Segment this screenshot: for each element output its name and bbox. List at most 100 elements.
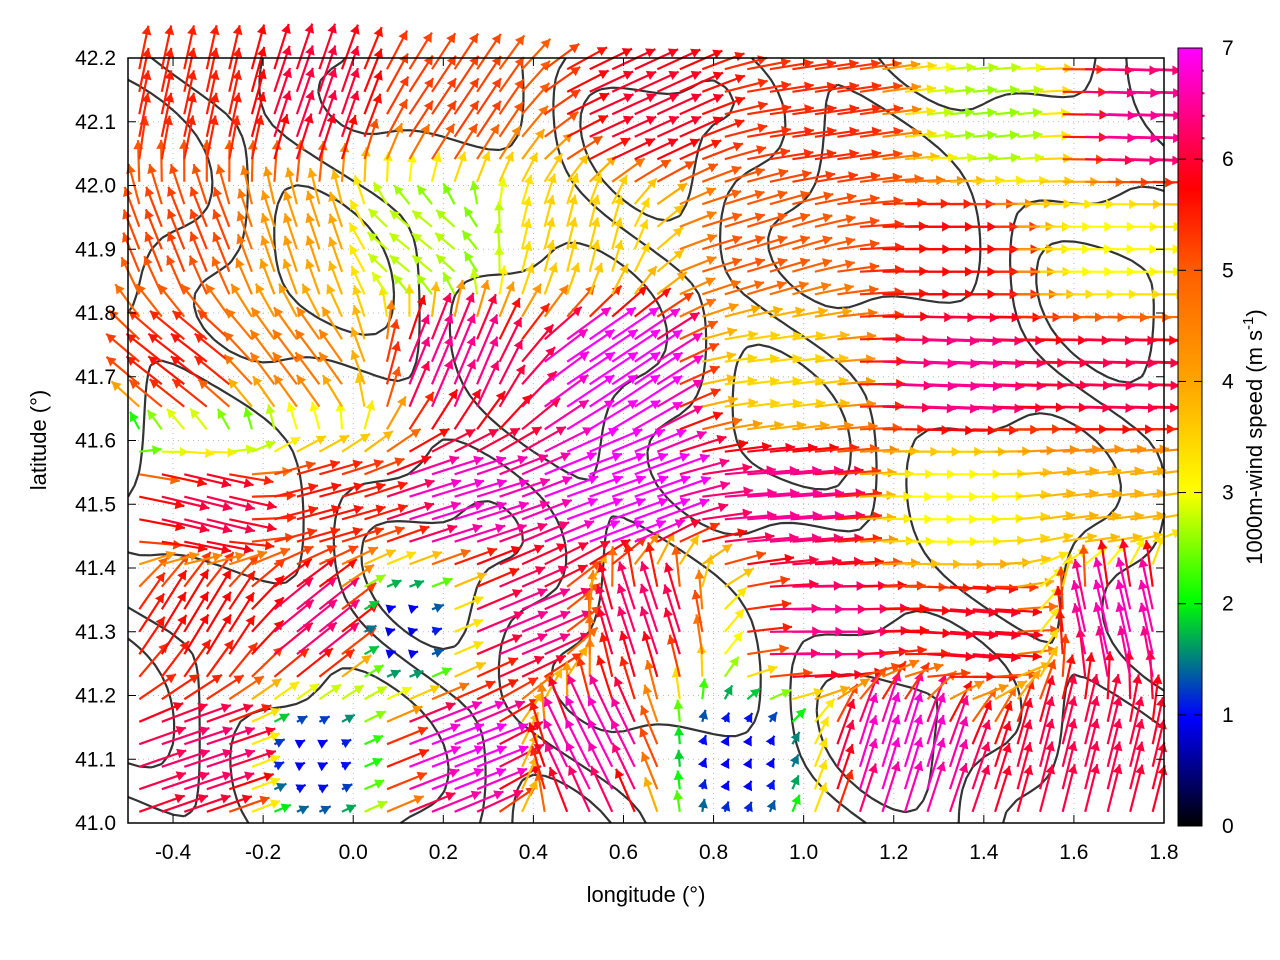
wind-vector: [521, 498, 573, 521]
wind-vector: [498, 393, 533, 431]
wind-vector: [341, 783, 353, 793]
wind-vector: [1151, 674, 1163, 722]
wind-vector: [296, 435, 327, 453]
wind-vector: [656, 291, 694, 318]
wind-vector: [702, 327, 738, 341]
wind-vector: [409, 745, 461, 768]
wind-vector: [566, 262, 581, 295]
wind-vector: [296, 459, 341, 476]
wind-vector: [521, 174, 534, 205]
wind-vector: [679, 434, 727, 453]
wind-vector: [386, 705, 423, 723]
wind-vector: [250, 115, 265, 160]
wind-vector: [408, 314, 430, 363]
wind-vector: [146, 409, 163, 430]
wind-vector: [431, 722, 485, 746]
wind-vector: [926, 761, 946, 813]
wind-vector: [363, 118, 379, 160]
wind-vector: [836, 743, 855, 790]
wind-vector: [499, 610, 549, 633]
wind-vector: [251, 619, 285, 655]
wind-vector: [521, 543, 567, 566]
wind-vector: [431, 548, 471, 566]
wind-vector: [1095, 625, 1109, 677]
wind-vector: [476, 745, 529, 768]
wind-vector: [949, 583, 996, 594]
wind-vector: [184, 552, 223, 566]
wind-vector: [215, 164, 231, 205]
wind-vector: [544, 374, 589, 408]
wind-vector: [497, 177, 508, 205]
wind-vector: [724, 101, 768, 116]
wind-vector: [589, 351, 639, 386]
wind-vector: [994, 152, 1021, 163]
wind-vector: [341, 526, 385, 543]
wind-vector: [138, 25, 152, 70]
wind-vector: [431, 700, 483, 723]
wind-vector: [138, 92, 152, 138]
wind-vector: [664, 562, 681, 610]
terrain-contours: [127, 57, 1166, 824]
wind-vector: [431, 523, 483, 543]
x-tick-label: 1.0: [789, 841, 818, 864]
wind-vector: [305, 235, 321, 273]
wind-vector: [385, 604, 397, 614]
wind-vector: [611, 48, 656, 71]
wind-vector: [746, 664, 778, 678]
colorbar-tick-label: 1: [1222, 704, 1234, 727]
wind-vector: [296, 544, 337, 566]
wind-vector: [747, 599, 792, 611]
wind-vector: [1129, 674, 1143, 722]
wind-vector: [205, 115, 219, 160]
wind-vector: [972, 152, 998, 163]
wind-vector: [364, 757, 383, 768]
wind-vector: [161, 495, 210, 511]
wind-vector: [656, 378, 704, 408]
wind-vector: [567, 765, 591, 813]
y-tick-label: 42.1: [75, 111, 116, 134]
wind-vector: [521, 323, 555, 363]
wind-vector: [813, 716, 830, 745]
wind-vector: [273, 23, 291, 70]
wind-vector: [634, 93, 680, 116]
wind-vector: [212, 231, 231, 273]
wind-vector: [351, 304, 366, 340]
wind-vector: [814, 259, 856, 273]
wind-vector: [858, 763, 878, 813]
y-tick-label: 41.7: [75, 366, 116, 389]
wind-vector: [499, 426, 543, 453]
wind-vector: [589, 306, 637, 341]
wind-vector: [673, 699, 684, 722]
wind-vector: [408, 336, 431, 385]
wind-vector: [904, 662, 944, 678]
wind-vector: [859, 264, 905, 275]
wind-vector: [589, 674, 614, 723]
wind-vector: [476, 545, 522, 566]
wind-vector: [743, 780, 753, 792]
wind-vector: [596, 607, 614, 655]
wind-vector: [273, 782, 287, 793]
wind-vector: [389, 254, 411, 273]
wind-vector: [543, 284, 569, 318]
wind-vector: [138, 556, 169, 588]
wind-vector: [639, 561, 659, 610]
wind-vector: [566, 328, 616, 363]
wind-vector: [1017, 601, 1059, 612]
wind-vector: [1138, 557, 1154, 610]
wind-vector: [521, 152, 539, 183]
wind-vector: [724, 550, 767, 566]
wind-vector: [882, 659, 920, 678]
wind-vector: [385, 366, 402, 408]
wind-vector: [183, 726, 233, 746]
wind-vector: [678, 534, 700, 565]
x-tick-label: 1.4: [969, 841, 999, 864]
wind-vector: [724, 419, 763, 431]
wind-vector: [995, 606, 1042, 617]
wind-vector: [521, 425, 567, 453]
wind-vector: [341, 432, 371, 453]
wind-vector: [859, 662, 902, 678]
wind-vector: [223, 331, 253, 363]
wind-vector: [1084, 718, 1100, 768]
wind-vector: [702, 439, 749, 453]
x-tick-label: -0.2: [245, 841, 281, 864]
